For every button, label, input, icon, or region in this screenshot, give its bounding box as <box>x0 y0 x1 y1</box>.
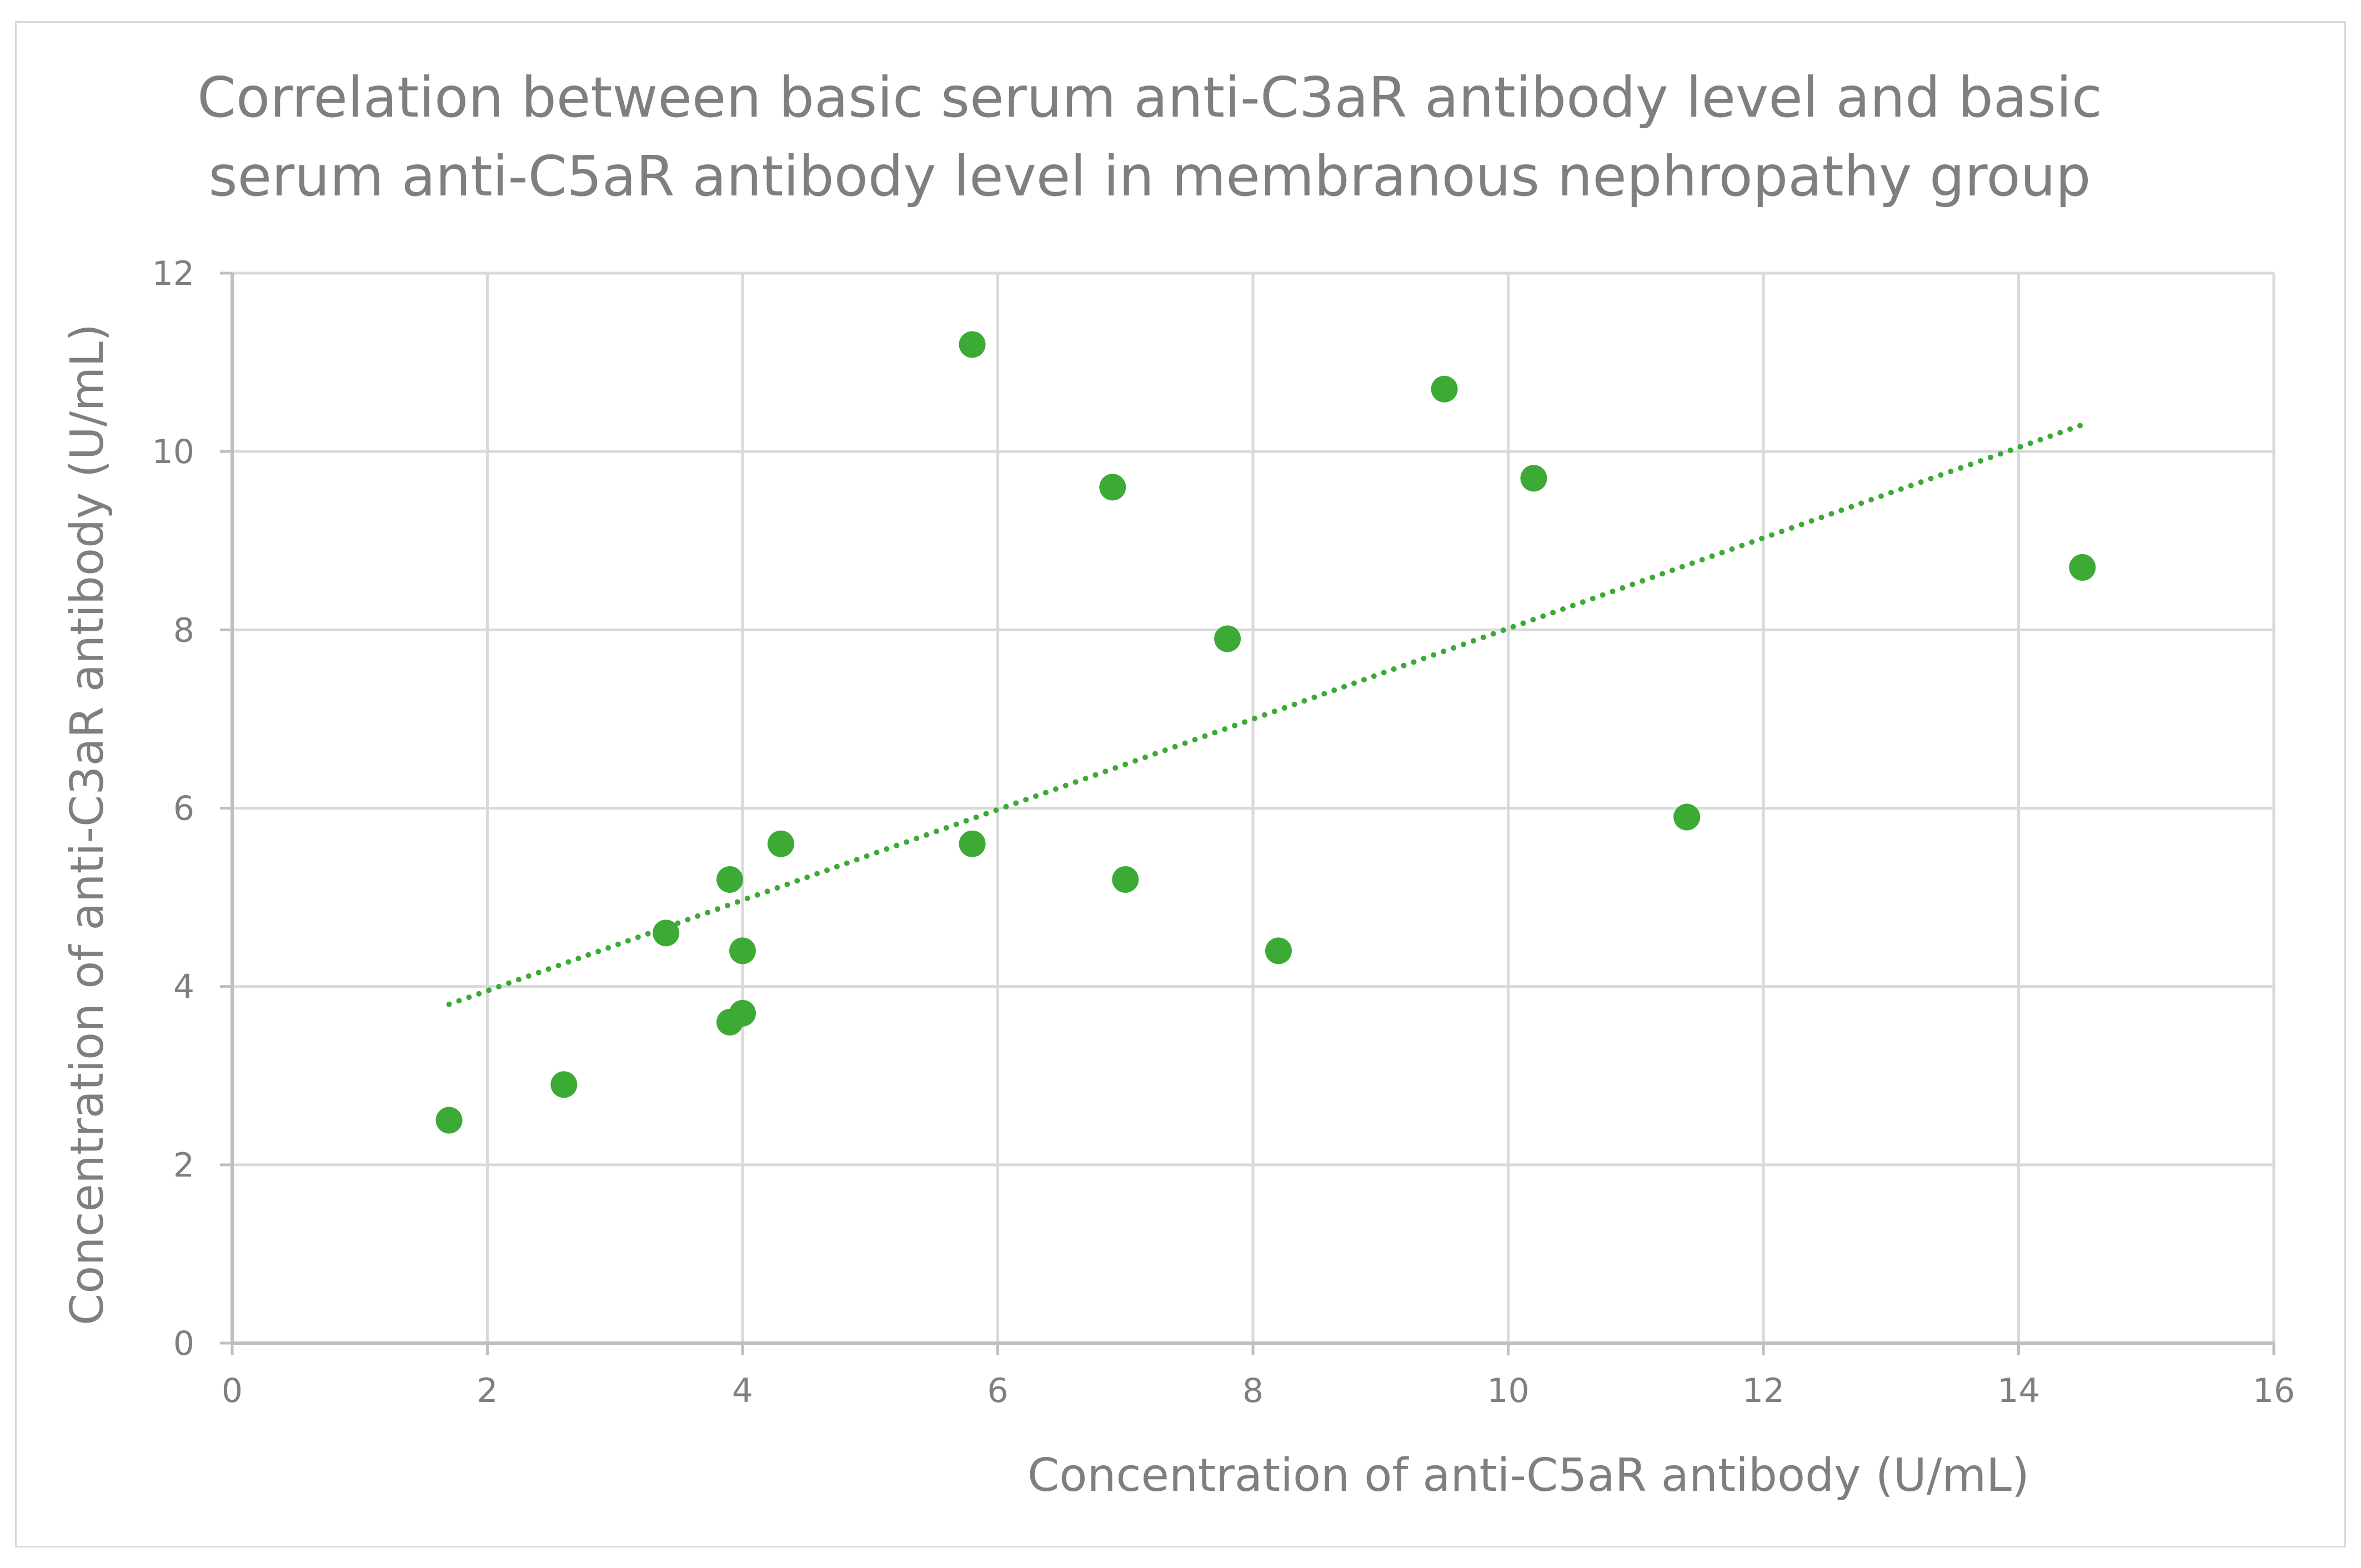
data-point-1-15 <box>1431 375 1458 403</box>
data-point-layer <box>435 331 2096 1134</box>
data-point-1-14 <box>1265 937 1292 964</box>
y-tick-label-10: 10 <box>152 433 194 471</box>
data-point-1-6 <box>729 937 756 964</box>
x-axis-title: Concentration of anti-C5aR antibody (U/m… <box>1027 1449 2029 1502</box>
chart-title-line-2: serum anti-C5aR antibody level in membra… <box>209 144 2091 209</box>
data-point-1-3 <box>653 919 680 947</box>
y-tick-label-4: 4 <box>173 968 194 1007</box>
grid-layer <box>232 272 2275 1343</box>
data-point-1-4 <box>716 866 744 893</box>
y-axis-title: Concentration of anti-C3aR antibody (U/m… <box>61 324 114 1325</box>
axis-layer: 0 2 4 6 8 10 12 14 16 0 2 4 6 8 10 12 <box>152 254 2295 1410</box>
x-tick-label-2: 2 <box>477 1371 498 1410</box>
data-point-1-2 <box>550 1071 578 1098</box>
x-tick-label-0: 0 <box>222 1371 243 1410</box>
x-tick-label-6: 6 <box>987 1371 1008 1410</box>
y-tick-label-6: 6 <box>173 790 194 828</box>
y-tick-label-12: 12 <box>152 254 194 293</box>
x-tick-label-14: 14 <box>1997 1371 2039 1410</box>
x-tick-label-8: 8 <box>1242 1371 1264 1410</box>
data-point-1-8 <box>767 830 794 857</box>
y-tick-label-8: 8 <box>173 611 194 650</box>
y-tick-label-2: 2 <box>173 1146 194 1185</box>
data-point-1-13 <box>1214 625 1241 652</box>
trendline-layer <box>446 421 2086 1007</box>
x-tick-label-10: 10 <box>1487 1371 1529 1410</box>
linear-trendline <box>446 421 2086 1007</box>
data-point-1-9 <box>959 331 986 358</box>
data-point-1-12 <box>1112 866 1139 893</box>
data-point-1-16 <box>1520 465 1547 492</box>
x-tick-label-16: 16 <box>2253 1371 2295 1410</box>
data-point-1-1 <box>435 1107 463 1134</box>
data-point-1-18 <box>2069 554 2096 581</box>
y-tick-label-0: 0 <box>173 1324 194 1363</box>
data-point-1-17 <box>1673 803 1701 831</box>
x-tick-label-4: 4 <box>732 1371 753 1410</box>
x-tick-label-12: 12 <box>1742 1371 1784 1410</box>
data-point-1-10 <box>959 830 986 857</box>
chart-frame <box>15 21 2346 1547</box>
data-point-1-7 <box>729 999 756 1027</box>
chart-title-line-1: Correlation between basic serum anti-C3a… <box>197 65 2102 130</box>
data-point-1-11 <box>1099 474 1126 501</box>
